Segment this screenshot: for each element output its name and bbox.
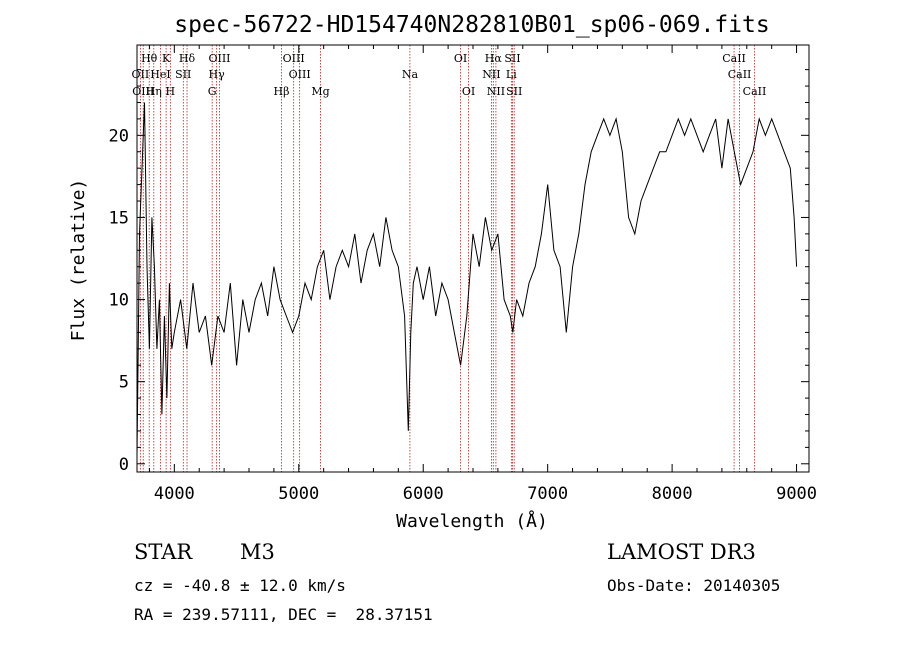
object-type: STAR (134, 540, 193, 564)
x-axis-label: Wavelength (Å) (396, 510, 548, 532)
subclass: M3 (240, 540, 275, 564)
marker-label: Hγ (209, 68, 226, 81)
marker-label: OI (454, 52, 467, 65)
marker-label: G (208, 85, 217, 98)
marker-label: SII (175, 68, 191, 81)
marker-label: NII (487, 85, 505, 98)
marker-label: OIII (132, 85, 154, 98)
marker-label: OIII (283, 52, 305, 65)
marker-label: HeI (150, 68, 170, 81)
marker-label: NII (482, 68, 500, 81)
survey-name: LAMOST DR3 (607, 540, 756, 564)
coordinates: RA = 239.57111, DEC = 28.37151 (134, 605, 433, 624)
marker-label: H (166, 85, 176, 98)
marker-label: OIII (208, 52, 230, 65)
chart-title: spec-56722-HD154740N282810B01_sp06-069.f… (174, 12, 769, 38)
marker-label: Mg (311, 85, 329, 98)
marker-label: Hβ (274, 85, 290, 98)
marker-label: Hδ (179, 52, 196, 65)
spectrum-line (136, 102, 798, 456)
marker-label: CaII (743, 85, 767, 98)
marker-label: OII (132, 68, 150, 81)
marker-label: SII (506, 85, 522, 98)
x-tick-label: 6000 (403, 484, 444, 504)
marker-label: OI (462, 85, 475, 98)
x-tick-label: 5000 (278, 484, 319, 504)
observation-date: Obs-Date: 20140305 (607, 576, 781, 595)
x-tick-label: 9000 (776, 484, 817, 504)
y-tick-label: 20 (109, 126, 129, 146)
y-tick-label: 0 (119, 455, 129, 475)
y-axis-ticks: 0 5 10 15 20 (109, 69, 809, 475)
y-tick-label: 15 (109, 208, 129, 228)
redshift-velocity: cz = -40.8 ± 12.0 km/s (134, 576, 346, 595)
marker-label: SII (504, 52, 520, 65)
y-tick-label: 10 (109, 291, 129, 311)
marker-label: Na (402, 68, 419, 81)
x-tick-label: 7000 (527, 484, 568, 504)
y-axis-label: Flux (relative) (68, 179, 89, 342)
emission-line-markers (139, 45, 755, 472)
plot-frame (136, 44, 810, 473)
x-tick-label: 4000 (154, 484, 195, 504)
marker-label: OIII (289, 68, 311, 81)
marker-label: CaII (728, 68, 752, 81)
marker-label: Li (506, 68, 517, 81)
x-tick-label: 8000 (652, 484, 693, 504)
marker-label: Hα (485, 52, 503, 65)
marker-label: K (162, 52, 171, 65)
y-tick-label: 5 (119, 373, 129, 393)
marker-label: Hθ (141, 52, 158, 65)
x-axis-ticks: 4000 5000 6000 7000 8000 9000 (148, 45, 817, 504)
marker-label: Hη (146, 85, 162, 98)
marker-label: CaII (722, 52, 746, 65)
